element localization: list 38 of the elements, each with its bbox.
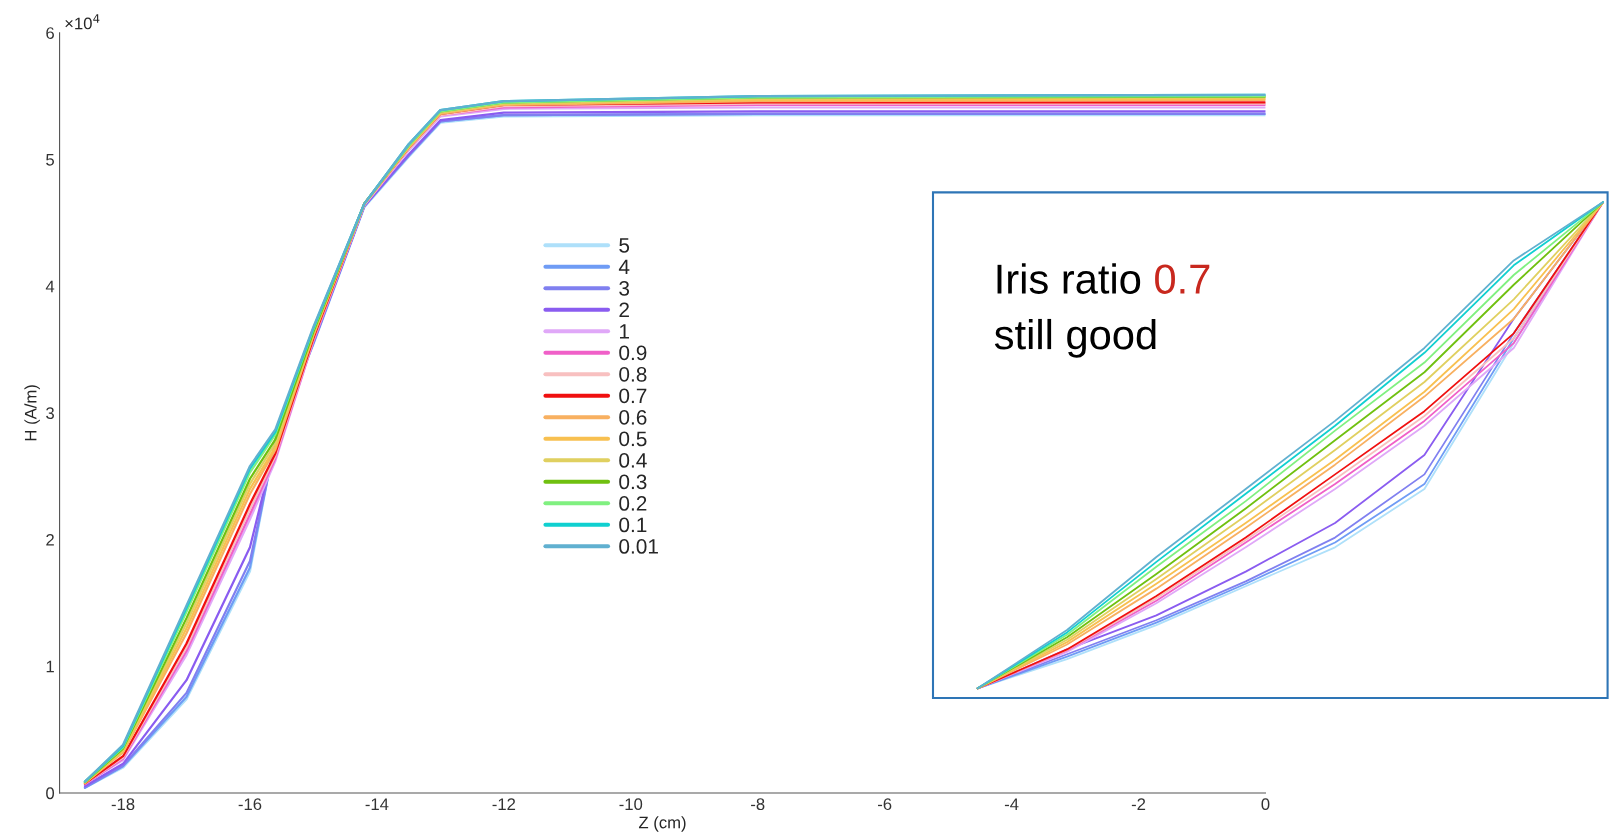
legend-label: 0.3 <box>619 474 647 490</box>
x-tick-label: -2 <box>1131 798 1146 810</box>
legend-label: 0.7 <box>619 388 647 404</box>
legend-label: 0.5 <box>619 431 647 447</box>
legend-label: 0.8 <box>619 366 647 382</box>
y-tick-label: 3 <box>46 407 54 420</box>
legend-label: 5 <box>619 238 630 253</box>
legend-label: 0.6 <box>619 410 647 425</box>
legend-label: 0.9 <box>619 345 647 361</box>
legend-label: 0.4 <box>619 453 647 468</box>
x-axis-title: Z (cm) <box>638 816 686 832</box>
x-tick-label: -16 <box>238 798 262 811</box>
x-tick-label: 0 <box>1261 798 1270 811</box>
legend-label: 0.01 <box>619 539 658 554</box>
x-tick-label: -12 <box>492 798 516 810</box>
legend-label: 0.2 <box>619 496 647 511</box>
legend-label: 0.1 <box>619 517 647 533</box>
x-tick-label: -18 <box>111 798 135 811</box>
legend-label: 4 <box>618 259 630 275</box>
y-tick-label: 2 <box>46 533 54 546</box>
legend-label: 1 <box>620 324 629 339</box>
x-tick-label: -8 <box>751 798 765 811</box>
y-tick-label: 0 <box>46 787 55 800</box>
legend-label: 3 <box>619 280 630 296</box>
y-tick-label: 6 <box>46 27 54 39</box>
annotation: 0.7 <box>1155 264 1210 294</box>
annotation: Iris ratio <box>997 263 1141 294</box>
text: ×10$^{4}$ <box>65 14 100 30</box>
x-tick-label: -4 <box>1004 798 1019 810</box>
x-tick-label: -6 <box>877 798 892 811</box>
y-tick-label: 5 <box>46 154 55 166</box>
legend-label: 2 <box>619 302 629 318</box>
y-tick-label: 1 <box>46 660 54 673</box>
x-tick-label: -14 <box>365 798 389 810</box>
x-tick-label: -10 <box>619 798 643 811</box>
y-axis-title: H (A/m) <box>24 385 40 441</box>
y-tick-label: 4 <box>45 280 55 293</box>
annotation: still good <box>994 318 1156 358</box>
